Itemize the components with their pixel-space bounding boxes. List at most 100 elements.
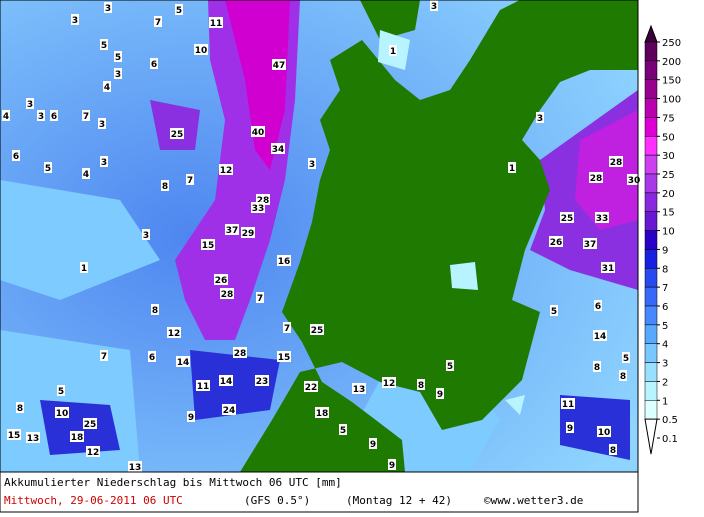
label-box bbox=[272, 59, 286, 70]
label-box bbox=[167, 327, 181, 338]
map-value: 10 bbox=[56, 409, 69, 419]
label-box bbox=[536, 112, 544, 123]
heavy-precip bbox=[150, 90, 638, 290]
map-value: 15 bbox=[278, 353, 291, 363]
label-box bbox=[2, 110, 10, 121]
label-box bbox=[128, 461, 142, 472]
label-box bbox=[220, 288, 234, 299]
label-box bbox=[82, 110, 90, 121]
map-value: 13 bbox=[353, 385, 366, 395]
footer-date: Mittwoch, 29-06-2011 06 UTC bbox=[4, 494, 183, 507]
label-box bbox=[100, 350, 108, 361]
label-box bbox=[595, 212, 609, 223]
map-value: 18 bbox=[316, 409, 329, 419]
legend-swatch bbox=[644, 192, 658, 212]
map-value: 6 bbox=[51, 112, 57, 122]
footer-box bbox=[0, 471, 639, 513]
map-value: 28 bbox=[590, 174, 603, 184]
legend-label: 250 bbox=[662, 38, 681, 49]
legend-swatch bbox=[644, 60, 658, 80]
label-box bbox=[16, 402, 24, 413]
map-value: 7 bbox=[284, 324, 290, 334]
legend-swatch bbox=[644, 286, 658, 307]
map-value: 10 bbox=[195, 46, 208, 56]
map-value: 8 bbox=[162, 182, 168, 192]
map-value: 10 bbox=[598, 428, 611, 438]
map-value: 11 bbox=[210, 19, 223, 29]
label-box bbox=[583, 238, 597, 249]
footer-model: (GFS 0.5°) bbox=[244, 494, 310, 507]
label-box bbox=[196, 380, 210, 391]
map-value: 12 bbox=[220, 166, 233, 176]
map-value: 8 bbox=[620, 372, 626, 382]
map-value: 37 bbox=[226, 226, 239, 236]
label-box bbox=[150, 58, 158, 69]
label-box bbox=[594, 300, 602, 311]
label-box bbox=[436, 388, 444, 399]
map-value: 47 bbox=[273, 61, 286, 71]
map-value: 8 bbox=[17, 404, 23, 414]
legend-label: 1 bbox=[662, 396, 668, 407]
map-value: 3 bbox=[309, 160, 315, 170]
label-box bbox=[26, 432, 40, 443]
label-box bbox=[148, 351, 156, 362]
label-box bbox=[589, 172, 603, 183]
map-value: 28 bbox=[234, 349, 247, 359]
map-value: 9 bbox=[370, 440, 376, 450]
map-value: 5 bbox=[340, 426, 346, 436]
label-box bbox=[382, 377, 396, 388]
label-box bbox=[233, 347, 247, 358]
legend-label: 25 bbox=[662, 170, 675, 181]
label-box bbox=[308, 158, 316, 169]
light-precip bbox=[0, 180, 500, 472]
map-value: 29 bbox=[242, 229, 255, 239]
label-box bbox=[142, 229, 150, 240]
map-value: 1 bbox=[390, 47, 396, 57]
map-value: 3 bbox=[99, 120, 105, 130]
label-box bbox=[222, 404, 236, 415]
label-box bbox=[560, 212, 574, 223]
label-box bbox=[622, 352, 630, 363]
legend-swatch bbox=[644, 305, 658, 326]
map-value: 34 bbox=[272, 145, 285, 155]
map-value: 16 bbox=[278, 257, 291, 267]
label-box bbox=[7, 429, 21, 440]
label-box bbox=[114, 51, 122, 62]
label-box bbox=[271, 143, 285, 154]
legend-label: 8 bbox=[662, 264, 668, 275]
label-box bbox=[601, 262, 615, 273]
map-value: 28 bbox=[257, 196, 270, 206]
legend-swatch bbox=[644, 249, 658, 269]
legend-label: 9 bbox=[662, 245, 668, 256]
map-value: 5 bbox=[115, 53, 121, 63]
map-value: 40 bbox=[252, 128, 265, 138]
label-box bbox=[175, 4, 183, 15]
map-value: 8 bbox=[152, 306, 158, 316]
map-value: 3 bbox=[101, 158, 107, 168]
label-box bbox=[55, 407, 69, 418]
label-box bbox=[315, 407, 329, 418]
map-value: 9 bbox=[437, 390, 443, 400]
label-box bbox=[70, 431, 84, 442]
legend-swatch bbox=[644, 324, 658, 344]
label-box bbox=[549, 236, 563, 247]
map-value: 13 bbox=[129, 463, 142, 473]
legend-swatch bbox=[644, 381, 658, 401]
map-value: 12 bbox=[383, 379, 396, 389]
legend-label: 15 bbox=[662, 208, 675, 219]
label-box bbox=[369, 438, 377, 449]
label-box bbox=[593, 330, 607, 341]
label-box bbox=[508, 162, 516, 173]
label-box bbox=[561, 398, 575, 409]
map-value: 11 bbox=[562, 400, 575, 410]
legend-label: 20 bbox=[662, 189, 675, 200]
map-value: 3 bbox=[27, 100, 33, 110]
map-value: 30 bbox=[628, 176, 641, 186]
map-value: 18 bbox=[71, 433, 84, 443]
label-box bbox=[566, 422, 574, 433]
map-value: 15 bbox=[8, 431, 21, 441]
map-value: 1 bbox=[81, 264, 87, 274]
map-value: 7 bbox=[187, 176, 193, 186]
map-value: 5 bbox=[45, 164, 51, 174]
map-value: 33 bbox=[596, 214, 609, 224]
